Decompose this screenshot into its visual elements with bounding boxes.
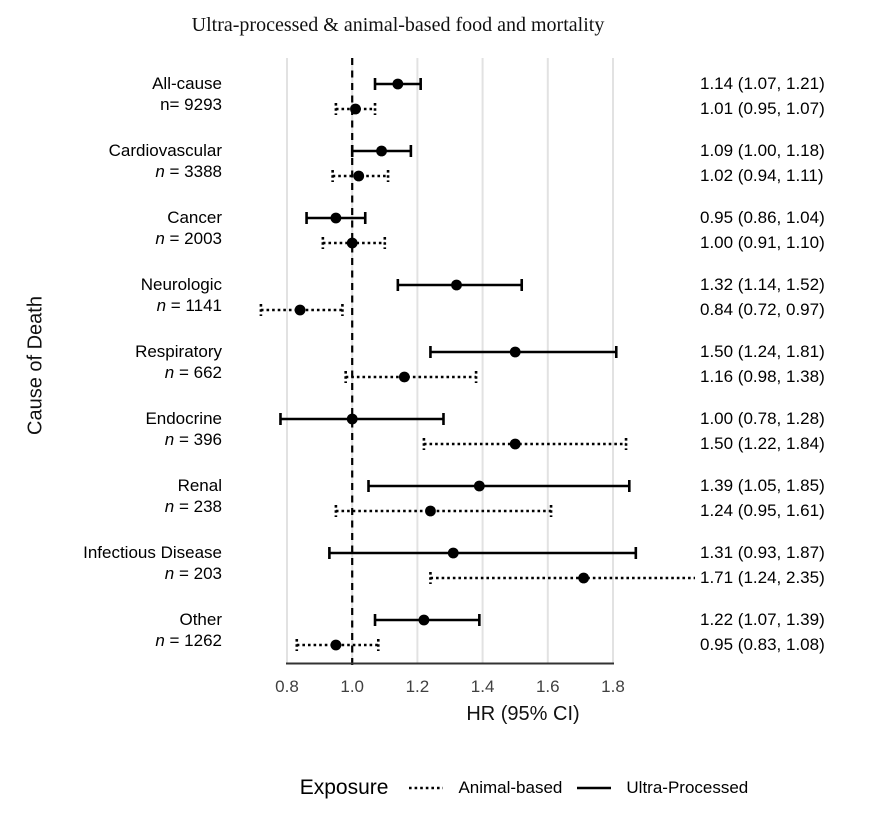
cause-n-label: n = 3388 [155,162,222,181]
point-estimate [346,413,358,425]
point-estimate [392,78,404,90]
legend: Exposure Animal-based Ultra-Processed [174,773,874,803]
cause-label: Neurologic [140,275,222,294]
cause-label: All-cause [152,74,222,93]
cause-label: Respiratory [135,342,222,361]
x-tick-label: 1.0 [340,677,364,696]
hr-value: 1.09 (1.00, 1.18) [700,141,825,160]
cause-n-label: n = 238 [164,497,222,516]
cause-label: Cancer [167,208,222,227]
cause-n-label: n = 396 [164,430,222,449]
x-tick-label: 1.8 [601,677,625,696]
hr-value: 1.14 (1.07, 1.21) [700,74,825,93]
point-estimate [451,279,462,291]
legend-label-ultra-processed: Ultra-Processed [626,778,749,797]
cause-n-label: n = 203 [164,564,222,583]
x-tick-label: 1.4 [470,677,495,696]
legend-title: Exposure [299,776,389,799]
cause-label: Other [179,610,222,629]
point-estimate [398,371,410,383]
x-tick-label: 1.6 [535,677,560,696]
point-estimate [376,145,387,157]
point-estimate [330,212,342,224]
point-estimate [330,639,342,651]
hr-value: 1.50 (1.22, 1.84) [700,434,825,453]
point-estimate [578,572,590,584]
point-estimate [418,614,430,626]
chart-title: Ultra-processed & animal-based food and … [191,14,605,36]
cause-n-label: n= 9293 [160,95,222,114]
cause-n-label: n = 1141 [156,296,222,315]
cause-label: Cardiovascular [108,141,222,160]
point-estimate [447,547,459,559]
point-estimate [353,170,365,182]
hr-value: 1.39 (1.05, 1.85) [700,476,825,495]
hr-value: 1.32 (1.14, 1.52) [700,275,825,294]
hr-value: 0.95 (0.86, 1.04) [700,208,825,227]
hr-value: 1.24 (0.95, 1.61) [700,501,825,520]
hr-value: 1.71 (1.24, 2.35) [700,568,825,587]
point-estimate [294,304,306,316]
cause-label: Infectious Disease [83,543,222,562]
hr-value: 1.16 (0.98, 1.38) [700,367,825,386]
hr-value: 0.95 (0.83, 1.08) [700,635,825,654]
hr-value: 1.22 (1.07, 1.39) [700,610,825,629]
hr-value: 1.00 (0.91, 1.10) [700,233,825,252]
solid-line-swatch-icon [577,786,612,790]
legend-label-animal-based: Animal-based [458,778,563,797]
hr-value: 1.00 (0.78, 1.28) [700,409,825,428]
point-estimate [509,438,521,450]
cause-label: Endocrine [145,409,222,428]
x-tick-label: 1.2 [405,677,430,696]
hr-value: 1.31 (0.93, 1.87) [700,543,825,562]
x-tick-label: 0.8 [275,677,299,696]
dotted-line-swatch-icon [409,786,444,790]
point-estimate [346,237,358,249]
point-estimate [473,480,485,492]
x-axis-title: HR (95% CI) [466,703,580,725]
hr-value: 1.02 (0.94, 1.11) [700,166,824,185]
point-estimate [350,103,361,115]
cause-label: Renal [177,476,222,495]
hr-value: 1.50 (1.24, 1.81) [700,342,825,361]
hr-value: 1.01 (0.95, 1.07) [700,99,825,118]
point-estimate [425,505,436,517]
cause-n-label: n = 662 [164,363,222,382]
cause-n-label: n = 1262 [155,631,222,650]
hr-value: 0.84 (0.72, 0.97) [700,300,825,319]
point-estimate [509,346,521,358]
cause-n-label: n = 2003 [155,229,222,248]
